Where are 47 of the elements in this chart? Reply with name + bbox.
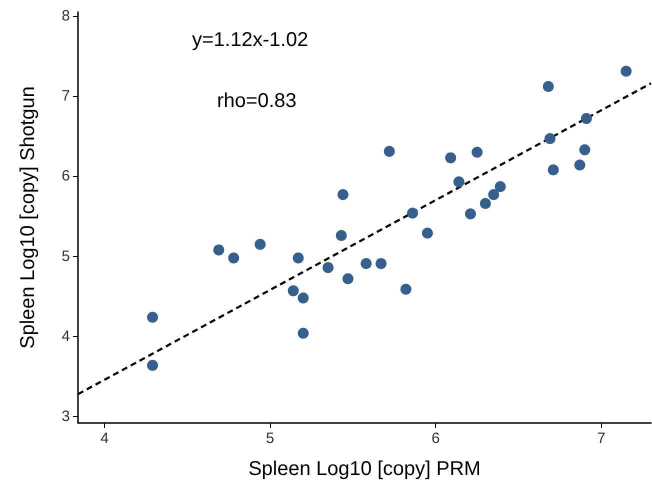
point [422,228,433,239]
point [336,230,347,242]
point [465,208,476,220]
point [453,176,464,188]
point [472,146,483,158]
x-tick-label: 5 [266,430,274,447]
point [445,152,456,164]
point [288,285,299,296]
point [384,146,395,157]
point [213,244,224,256]
point [574,160,586,171]
x-tick-label: 4 [100,430,109,447]
point [292,252,304,264]
point [579,144,590,156]
y-tick-label: 3 [62,408,70,426]
point [376,258,387,270]
point [544,133,556,144]
y-axis-title: Spleen Log10 [copy] Shotgun [17,86,39,349]
x-axis-title: Spleen Log10 [copy] PRM [248,458,481,480]
point [254,238,266,250]
point [620,66,632,77]
point [542,81,554,92]
point [322,262,334,274]
y-tick-label: 5 [62,248,70,265]
y-tick-label: 6 [62,168,70,185]
point [494,181,506,192]
point [228,252,240,264]
point [580,113,592,124]
point [147,312,158,323]
point [342,273,354,284]
point [298,328,309,339]
point [400,284,412,295]
x-tick-label: 7 [597,430,606,447]
y-tick-label: 7 [62,88,70,105]
point [407,208,418,219]
y-tick-label: 4 [62,328,70,345]
point [360,258,372,270]
x-tick-label: 6 [432,430,440,447]
point [548,164,559,176]
y-tick-label: 8 [62,8,70,25]
point [337,189,348,200]
point [480,198,491,209]
point [298,292,309,304]
point [488,189,500,200]
annotation: rho=0.83 [217,90,297,112]
point [147,360,158,371]
annotation: y=1.12x-1.02 [192,29,308,51]
